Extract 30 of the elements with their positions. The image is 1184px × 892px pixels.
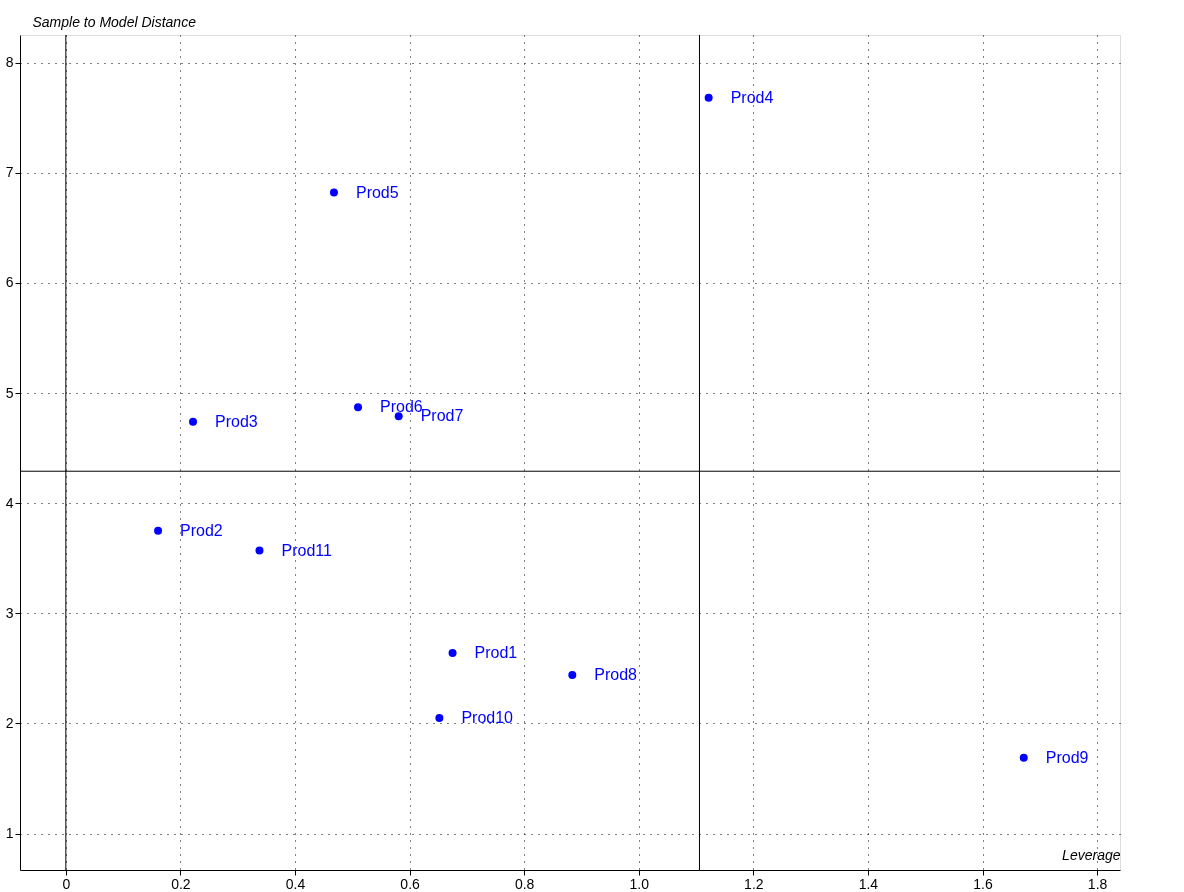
data-label: Prod8 — [594, 666, 638, 684]
y-tick-label: 2 — [5, 714, 14, 731]
data-label: Prod2 — [180, 521, 223, 539]
x-tick-label: 1.8 — [1087, 875, 1108, 892]
data-label: Prod3 — [215, 412, 258, 430]
x-tick-label: 0.6 — [400, 875, 421, 892]
x-tick-label: 0.2 — [171, 875, 191, 892]
x-tick-label: 1.6 — [973, 875, 993, 892]
x-tick-label: 1.2 — [744, 875, 764, 892]
y-tick-label: 5 — [5, 384, 14, 401]
x-tick-label: 1.4 — [858, 875, 879, 892]
x-tick-label: 0 — [62, 875, 71, 892]
y-tick-label: 4 — [5, 494, 14, 511]
data-label: Prod6 — [380, 398, 423, 416]
y-tick-label: 8 — [5, 54, 14, 71]
data-label: Prod5 — [355, 183, 399, 201]
x-tick-label: 0.8 — [514, 875, 535, 892]
y-tick-label: 7 — [5, 164, 14, 181]
y-tick-label: 6 — [5, 274, 14, 291]
x-tick-label: 0.4 — [285, 875, 306, 892]
y-axis-title: Sample to Model Distance — [32, 13, 197, 30]
x-tick-label: 1.0 — [629, 875, 650, 892]
data-label: Prod10 — [461, 708, 514, 726]
y-tick-label: 1 — [5, 825, 14, 842]
data-label: Prod9 — [1045, 748, 1089, 766]
y-tick-label: 3 — [5, 604, 14, 621]
data-label: Prod1 — [474, 643, 518, 661]
data-label: Prod11 — [281, 541, 332, 559]
data-label: Prod4 — [730, 88, 774, 106]
x-axis-title: Leverage — [1062, 846, 1121, 863]
